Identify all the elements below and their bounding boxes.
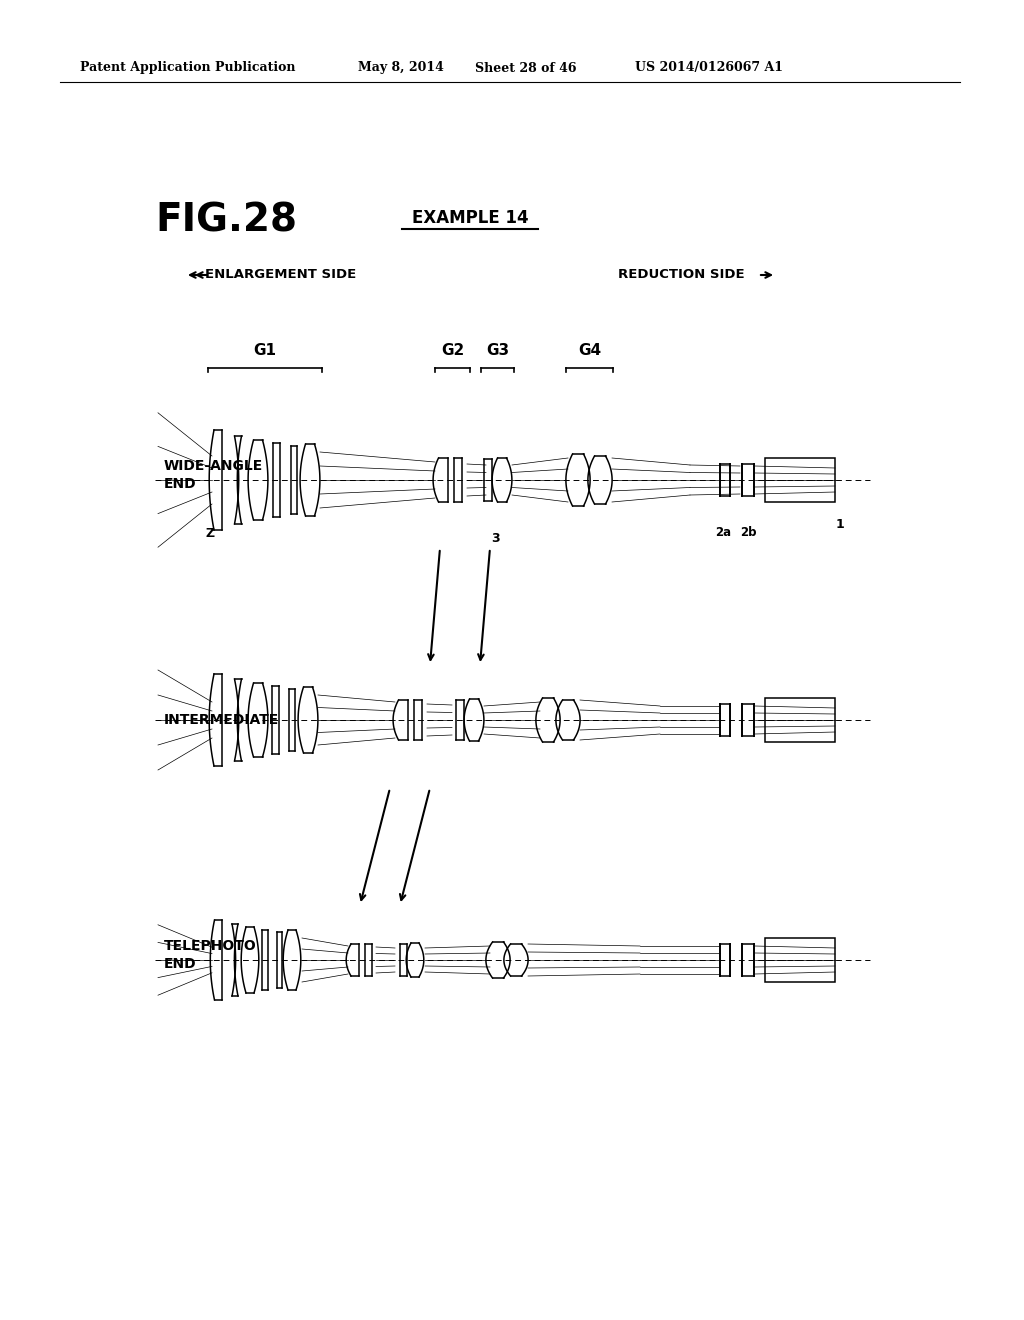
Text: FIG.28: FIG.28 xyxy=(155,201,297,239)
Text: G3: G3 xyxy=(486,343,509,358)
Text: 1: 1 xyxy=(836,517,845,531)
Text: G1: G1 xyxy=(254,343,276,358)
Text: May 8, 2014: May 8, 2014 xyxy=(358,62,443,74)
Text: ENLARGEMENT SIDE: ENLARGEMENT SIDE xyxy=(205,268,356,281)
Text: Z: Z xyxy=(206,527,215,540)
Bar xyxy=(765,458,835,502)
Text: WIDE-ANGLE
END: WIDE-ANGLE END xyxy=(164,459,263,491)
Text: TELEPHOTO
END: TELEPHOTO END xyxy=(164,939,257,972)
Text: US 2014/0126067 A1: US 2014/0126067 A1 xyxy=(635,62,783,74)
Bar xyxy=(765,939,835,982)
Bar xyxy=(765,698,835,742)
Text: REDUCTION SIDE: REDUCTION SIDE xyxy=(618,268,744,281)
Text: 3: 3 xyxy=(492,532,501,545)
Text: 2b: 2b xyxy=(739,525,757,539)
Text: Sheet 28 of 46: Sheet 28 of 46 xyxy=(475,62,577,74)
Text: 2a: 2a xyxy=(715,525,731,539)
Text: G4: G4 xyxy=(578,343,601,358)
Text: INTERMEDIATE: INTERMEDIATE xyxy=(164,713,280,727)
Text: EXAMPLE 14: EXAMPLE 14 xyxy=(412,209,528,227)
Text: Patent Application Publication: Patent Application Publication xyxy=(80,62,296,74)
Text: G2: G2 xyxy=(441,343,464,358)
